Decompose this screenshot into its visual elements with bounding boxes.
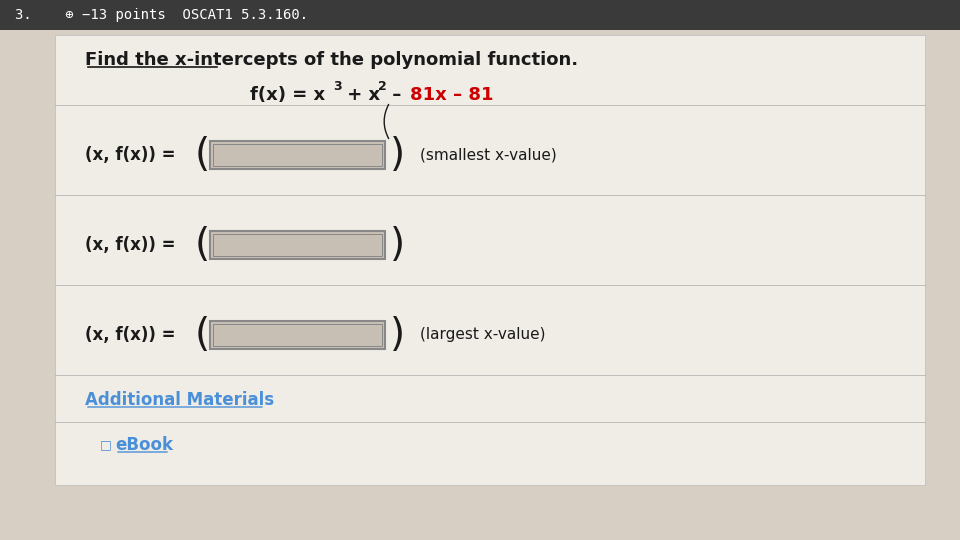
Text: (largest x-value): (largest x-value)	[420, 327, 545, 342]
Text: –: –	[386, 86, 408, 104]
Text: (x, f(x)) =: (x, f(x)) =	[85, 326, 181, 344]
Text: Additional Materials: Additional Materials	[85, 391, 275, 409]
Text: 3: 3	[333, 80, 342, 93]
Text: (: (	[195, 136, 210, 174]
Text: + x: + x	[341, 86, 380, 104]
Text: ): )	[390, 136, 405, 174]
Text: 2: 2	[378, 80, 387, 93]
Text: (smallest x-value): (smallest x-value)	[420, 147, 557, 163]
FancyBboxPatch shape	[213, 144, 382, 166]
FancyBboxPatch shape	[0, 0, 960, 30]
FancyBboxPatch shape	[213, 324, 382, 346]
FancyBboxPatch shape	[210, 231, 385, 259]
Text: 81x – 81: 81x – 81	[410, 86, 493, 104]
Text: (x, f(x)) =: (x, f(x)) =	[85, 236, 181, 254]
Text: ): )	[390, 316, 405, 354]
FancyBboxPatch shape	[210, 321, 385, 349]
Text: 3.    ⊕ −13 points  OSCAT1 5.3.160.: 3. ⊕ −13 points OSCAT1 5.3.160.	[15, 8, 308, 22]
Text: (x, f(x)) =: (x, f(x)) =	[85, 146, 181, 164]
FancyBboxPatch shape	[213, 234, 382, 256]
Text: f(x) = x: f(x) = x	[250, 86, 325, 104]
Text: ): )	[390, 226, 405, 264]
Text: (: (	[195, 226, 210, 264]
Text: □: □	[100, 438, 111, 451]
Text: (: (	[195, 316, 210, 354]
FancyBboxPatch shape	[55, 35, 925, 485]
Text: Find the x-intercepts of the polynomial function.: Find the x-intercepts of the polynomial …	[85, 51, 578, 69]
Text: eBook: eBook	[115, 436, 173, 454]
FancyBboxPatch shape	[210, 141, 385, 169]
